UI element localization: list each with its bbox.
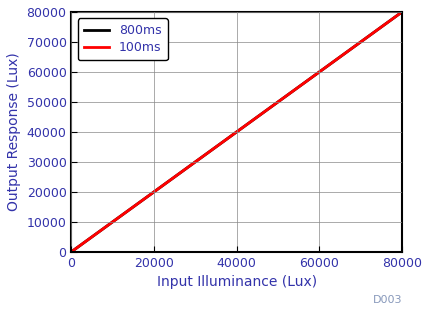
Text: D003: D003 [372,295,402,305]
Legend: 800ms, 100ms: 800ms, 100ms [78,18,168,61]
X-axis label: Input Illuminance (Lux): Input Illuminance (Lux) [157,275,317,289]
Y-axis label: Output Response (Lux): Output Response (Lux) [7,52,21,211]
